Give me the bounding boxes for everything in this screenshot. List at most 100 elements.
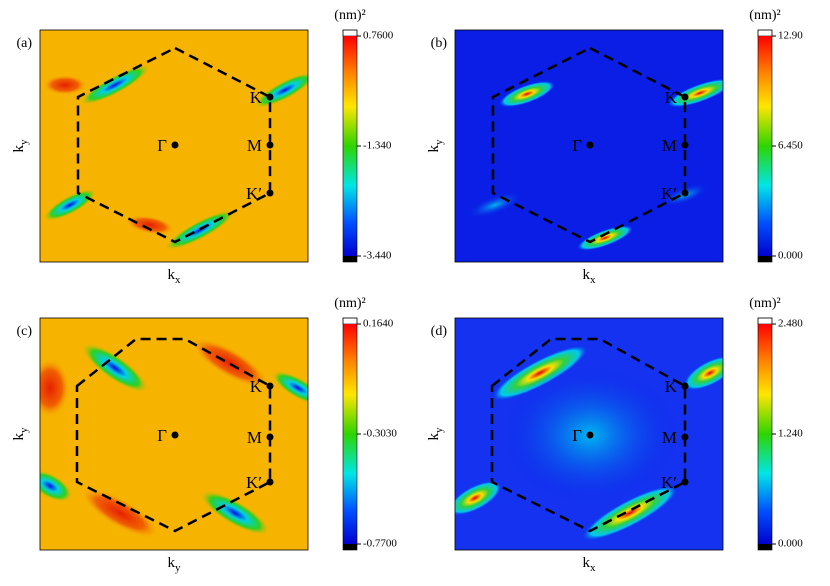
x-label-main: k [168,555,176,571]
y-label-main: k [426,433,442,441]
panel-label: (b) [431,36,448,51]
y-label-main: k [11,145,27,153]
high-symmetry-point [681,433,689,441]
point-label: Γ [572,426,582,445]
field-lobe [666,78,723,108]
x-axis-label: kx [583,555,597,573]
point-label: K′ [661,473,677,492]
plot-frame [39,29,309,263]
colorbar-top-cap [757,317,773,325]
high-symmetry-point [171,141,179,149]
colorbar-tick-label: 0.7600 [363,30,394,42]
y-axis-label: ky [426,427,444,441]
colorbar [343,36,357,256]
high-symmetry-point [681,93,689,101]
point-label: M [662,136,677,155]
point-label: K [665,88,678,107]
colorbar-tick-label: 2.480 [778,318,803,330]
field-lobe [81,343,149,393]
field-lobe [498,80,556,108]
plot-frame [454,29,724,263]
field-lobe [79,64,151,106]
high-symmetry-point [681,478,689,486]
field-lobe [491,344,589,402]
x-axis-label: kx [168,267,182,285]
field-lobe [43,188,97,222]
field-lobe [40,469,73,503]
colorbar-label: (nm)² [749,296,780,311]
point-label: M [247,136,262,155]
field-lobe [682,355,723,391]
colorbar-tick-label: 0.000 [778,250,803,262]
brillouin-zone [76,46,272,244]
x-axis-label: kx [583,267,597,285]
colorbar-tick-label: 0.000 [778,538,803,550]
x-label-sub: x [590,562,596,574]
y-label-main: k [426,145,442,153]
point-label: K [665,377,678,396]
high-symmetry-point [681,382,689,390]
y-label-sub: y [18,139,30,145]
x-label-sub: x [590,274,596,286]
point-label: M [247,428,262,447]
colorbar-tick-label: 12.90 [778,30,803,42]
colorbar-tick-label: -0.3030 [363,428,397,440]
panel-label: (a) [16,36,32,51]
colorbar-top-cap [757,29,773,37]
point-label: Γ [572,136,582,155]
colorbar-bottom-cap [758,256,772,262]
y-axis-label: ky [11,427,29,441]
x-label-sub: y [175,562,181,574]
colorbar-top-cap [342,29,358,37]
colorbar-top-cap [342,317,358,325]
field-lobe [40,358,70,418]
field-lobe [455,480,503,516]
high-symmetry-point [266,478,274,486]
field-lobe [466,191,524,219]
x-label-main: k [583,267,591,283]
y-label-main: k [11,433,27,441]
high-symmetry-point [681,141,689,149]
colorbar-label: (nm)² [749,8,780,23]
y-label-sub: y [433,139,445,145]
contour-field [40,30,308,262]
brillouin-zone [490,337,687,533]
x-label-sub: x [175,274,181,286]
x-axis-label: ky [168,555,182,573]
field-lobe [576,225,634,251]
high-symmetry-point [266,141,274,149]
field-lobe [43,75,87,95]
y-axis-label: ky [426,139,444,153]
point-label: K′ [661,184,677,203]
high-symmetry-point [266,189,274,197]
colorbar-bottom-cap [343,544,357,550]
panel-label: (c) [16,324,32,339]
colorbar-tick-label: -0.7700 [363,538,397,550]
x-label-main: k [583,555,591,571]
field-lobe [125,215,175,235]
point-label: K [250,88,263,107]
plot-frame [454,317,724,551]
x-label-main: k [168,267,176,283]
high-symmetry-point [586,431,594,439]
plot-frame [39,317,309,551]
colorbar-bottom-cap [758,544,772,550]
field-lobe [199,490,271,536]
colorbar-tick-label: -3.440 [363,250,392,262]
brillouin-zone [75,337,272,533]
field-lobe [80,487,160,539]
y-label-sub: y [433,427,445,433]
colorbar [758,36,772,256]
field-lobe [271,370,308,406]
y-label-sub: y [18,427,30,433]
point-label: Γ [157,426,167,445]
colorbar-tick-label: 0.1640 [363,318,394,330]
colorbar-label: (nm)² [334,296,365,311]
point-label: K′ [246,473,262,492]
colorbar-bottom-cap [343,256,357,262]
y-axis-label: ky [11,139,29,153]
colorbar-tick-label: 6.450 [778,140,803,152]
